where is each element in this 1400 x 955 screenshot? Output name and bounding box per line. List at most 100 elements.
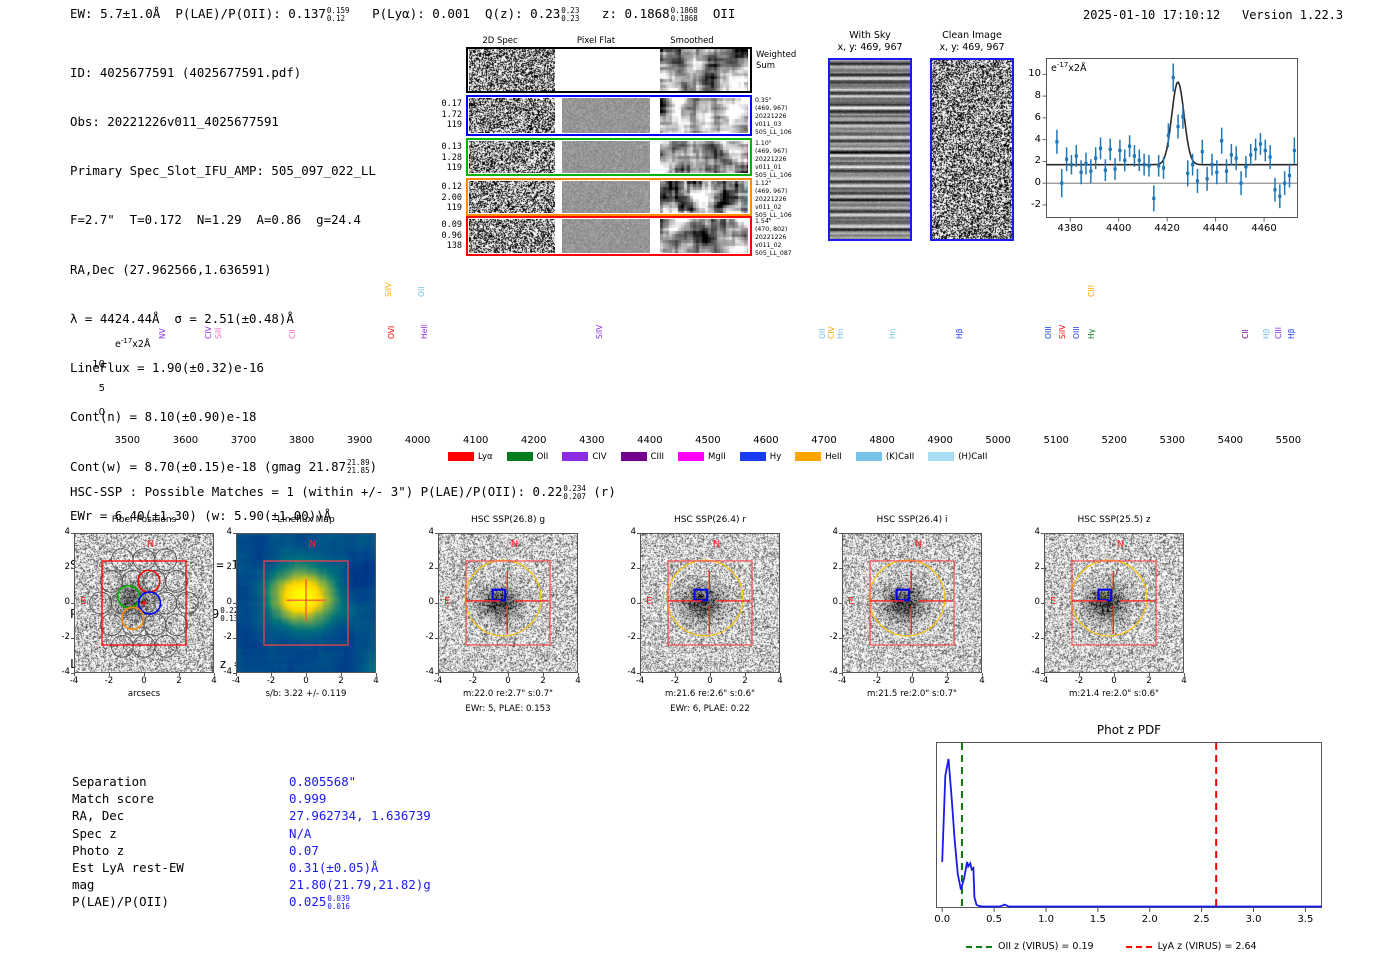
with-sky-image bbox=[830, 60, 910, 239]
weighted-sum-smoothed-image bbox=[660, 49, 748, 91]
match-table-row: Est LyA rest-EW 0.31(±0.05)Å bbox=[72, 860, 431, 875]
cutout-row: Fiber Positions N E -4 -2 0 2 4 4 2 0 -2 -4 arcsecs Li… bbox=[61, 515, 1186, 714]
emission-zoom-ytick-3: 4 bbox=[1034, 133, 1041, 145]
header-summary-line: EW: 5.7±1.0Å P(LAE)/P(OII): 0.137 0.159 0.… bbox=[70, 6, 735, 23]
match-row-0-label: Separation bbox=[72, 774, 147, 789]
sky-panel-0-title: With Sky bbox=[849, 30, 891, 41]
plae-value: 0.137 bbox=[288, 6, 326, 21]
spectrum-legend-swatch-4 bbox=[678, 452, 705, 461]
spectrum-xtick-19: 5400 bbox=[1217, 435, 1244, 446]
match-row-1-value: 0.999 bbox=[289, 791, 327, 807]
spectrum-legend-swatch-5 bbox=[739, 452, 766, 461]
plae-label: P(LAE)/P(OII): bbox=[175, 6, 281, 21]
cutout-0-ytick-2: 0 bbox=[64, 597, 70, 607]
cutout-0-north-label: N bbox=[146, 539, 155, 550]
phot-z-pdf-axes bbox=[936, 742, 1322, 908]
cutout-3-north-label: N bbox=[712, 539, 721, 550]
cutout-1-ytick-0: 4 bbox=[226, 527, 232, 537]
cutout-4-xtick-0: -4 bbox=[837, 676, 847, 686]
spec2d-row-0-2dspec-image bbox=[469, 98, 555, 133]
cutout-0-xtick-2: 0 bbox=[141, 676, 147, 686]
cutout-4-title: HSC SSP(26.4) i bbox=[876, 515, 948, 525]
info-plae-hi: 0.222 bbox=[220, 605, 243, 615]
cutout-0-east-label: E bbox=[80, 596, 87, 607]
spec2d-row-0-left-labels: 0.17 1.72 119 bbox=[441, 99, 462, 130]
phot-z-xtick-6: 3.0 bbox=[1245, 914, 1262, 925]
cutout-4-ytick-0: 4 bbox=[832, 527, 838, 537]
spec2d-row-2-2dspec-image bbox=[469, 181, 555, 213]
spectrum-xtick-2: 3700 bbox=[230, 435, 257, 446]
spectrum-legend-swatch-6 bbox=[795, 452, 822, 461]
spectrum-legend-swatch-0 bbox=[448, 452, 474, 461]
hsc-summary-pre: HSC-SSP : Possible Matches = 1 (within +… bbox=[70, 484, 563, 499]
info-plae-lo: 0.136 bbox=[220, 613, 243, 623]
sky-panel-1-title: Clean Image bbox=[942, 30, 1002, 41]
spectrum-ytick-1: 5 bbox=[98, 382, 105, 394]
phot-z-legend-label-1: LyA z (VIRUS) = 2.64 bbox=[1157, 941, 1257, 952]
phot-z-legend-swatch-1 bbox=[1125, 945, 1152, 948]
cutout-3-ytick-1: 2 bbox=[630, 562, 636, 572]
cutout-2-xtick-2: 0 bbox=[505, 676, 511, 686]
spectrum-legend-label-5: Hy bbox=[769, 451, 782, 462]
z-lo: 0.1868 bbox=[670, 13, 698, 23]
cutout-4-caption-1: m:21.5 re:2.0" s:0.7" bbox=[866, 689, 957, 699]
hsc-summary-lo: 0.207 bbox=[563, 491, 586, 501]
spectrum-xtick-0: 3500 bbox=[114, 435, 141, 446]
cutout-2-ytick-0: 4 bbox=[428, 527, 434, 537]
cutout-5-ytick-2: 0 bbox=[1034, 597, 1040, 607]
match-row-4-value: 0.07 bbox=[289, 842, 319, 858]
spectrum-xtick-20: 5500 bbox=[1275, 435, 1302, 446]
info-ewr: EWr = 6.40(±1.30) (w: 5.90(±1.00))Å bbox=[70, 507, 332, 523]
match-properties-table: Separation 0.805568" Match score 0.999 RA, D… bbox=[70, 772, 433, 913]
plae-lo: 0.12 bbox=[326, 13, 345, 23]
spec2d-row-0-meta: 0.35" (469, 967) 20221226 v011_03 505_LL_106 bbox=[755, 97, 792, 136]
cutout-0-xtick-4: 4 bbox=[211, 676, 217, 686]
cutout-5-xtick-3: 2 bbox=[1146, 676, 1152, 686]
spec2d-row-1-2dspec-image bbox=[469, 141, 555, 173]
qz-label: Q(z): bbox=[485, 6, 523, 21]
cutout-1-ytick-4: -4 bbox=[223, 667, 232, 677]
header-timestamp-version: 2025-01-10 17:10:12 Version 1.22.3 bbox=[1083, 8, 1343, 22]
cutout-3-ytick-2: 0 bbox=[630, 597, 636, 607]
spectrum-xtick-18: 5300 bbox=[1159, 435, 1185, 446]
spectrum-xtick-17: 5200 bbox=[1101, 435, 1127, 446]
cutout-0-ytick-4: -4 bbox=[61, 667, 70, 677]
emission-zoom-annotation: e-17x2Å bbox=[1051, 61, 1087, 75]
match-table-row: Match score 0.999 bbox=[72, 791, 431, 806]
spectrum-xtick-12: 4700 bbox=[811, 435, 837, 446]
spec2d-row-3-pixelflat-image bbox=[562, 219, 650, 253]
cutout-4-ytick-3: -2 bbox=[829, 632, 838, 642]
cutout-3-ytick-3: -2 bbox=[627, 632, 636, 642]
cutout-1-xtick-3: 2 bbox=[338, 676, 344, 686]
cutout-3-caption-1: m:21.6 re:2.6" s:0.6" bbox=[664, 689, 755, 699]
cutout-2-ytick-1: 2 bbox=[428, 562, 434, 572]
spectrum-xtick-14: 4900 bbox=[927, 435, 953, 446]
cutout-0-ytick-0: 4 bbox=[64, 527, 70, 537]
clean-image bbox=[932, 60, 1012, 239]
cutout-1-title: Lineflux Map bbox=[277, 515, 335, 525]
cutout-5-xtick-2: 0 bbox=[1111, 676, 1117, 686]
cutout-0-title: Fiber Positions bbox=[111, 515, 177, 525]
sky-panel-1-frame bbox=[930, 58, 1014, 241]
sky-panel-1-coords: x, y: 469, 967 bbox=[939, 42, 1005, 53]
qz-lo: 0.23 bbox=[561, 13, 580, 23]
match-row-2-label: RA, Dec bbox=[72, 808, 125, 824]
version-text: Version 1.22.3 bbox=[1241, 8, 1344, 22]
emission-zoom-xtick-4: 4460 bbox=[1251, 223, 1277, 234]
phot-z-legend: OII z (VIRUS) = 0.19 LyA z (VIRUS) = 2.64 bbox=[966, 936, 1289, 955]
spec2d-row-1-smoothed-image bbox=[660, 141, 748, 173]
spectrum-xtick-3: 3800 bbox=[288, 435, 315, 446]
cutout-5-ytick-1: 2 bbox=[1034, 562, 1040, 572]
cutout-3-ytick-0: 4 bbox=[630, 527, 636, 537]
phot-z-pdf-title: Phot z PDF bbox=[1096, 723, 1162, 737]
phot-z-legend-item-0: OII z (VIRUS) = 0.19 bbox=[966, 936, 1094, 955]
spectrum-legend-label-4: MgII bbox=[708, 451, 726, 462]
spectrum-xtick-13: 4800 bbox=[869, 435, 895, 446]
hsc-summary-line: HSC-SSP : Possible Matches = 1 (within +… bbox=[70, 484, 616, 501]
spec2d-col-title-2: Smoothed bbox=[670, 36, 714, 46]
cont-w-hi: 21.89 bbox=[347, 458, 370, 468]
hsc-summary-hi: 0.234 bbox=[563, 483, 586, 493]
cutout-1-ytick-3: -2 bbox=[223, 632, 232, 642]
emission-zoom-ytick-1: 0 bbox=[1034, 177, 1041, 189]
ew-value: 5.7±1.0Å bbox=[100, 6, 161, 21]
